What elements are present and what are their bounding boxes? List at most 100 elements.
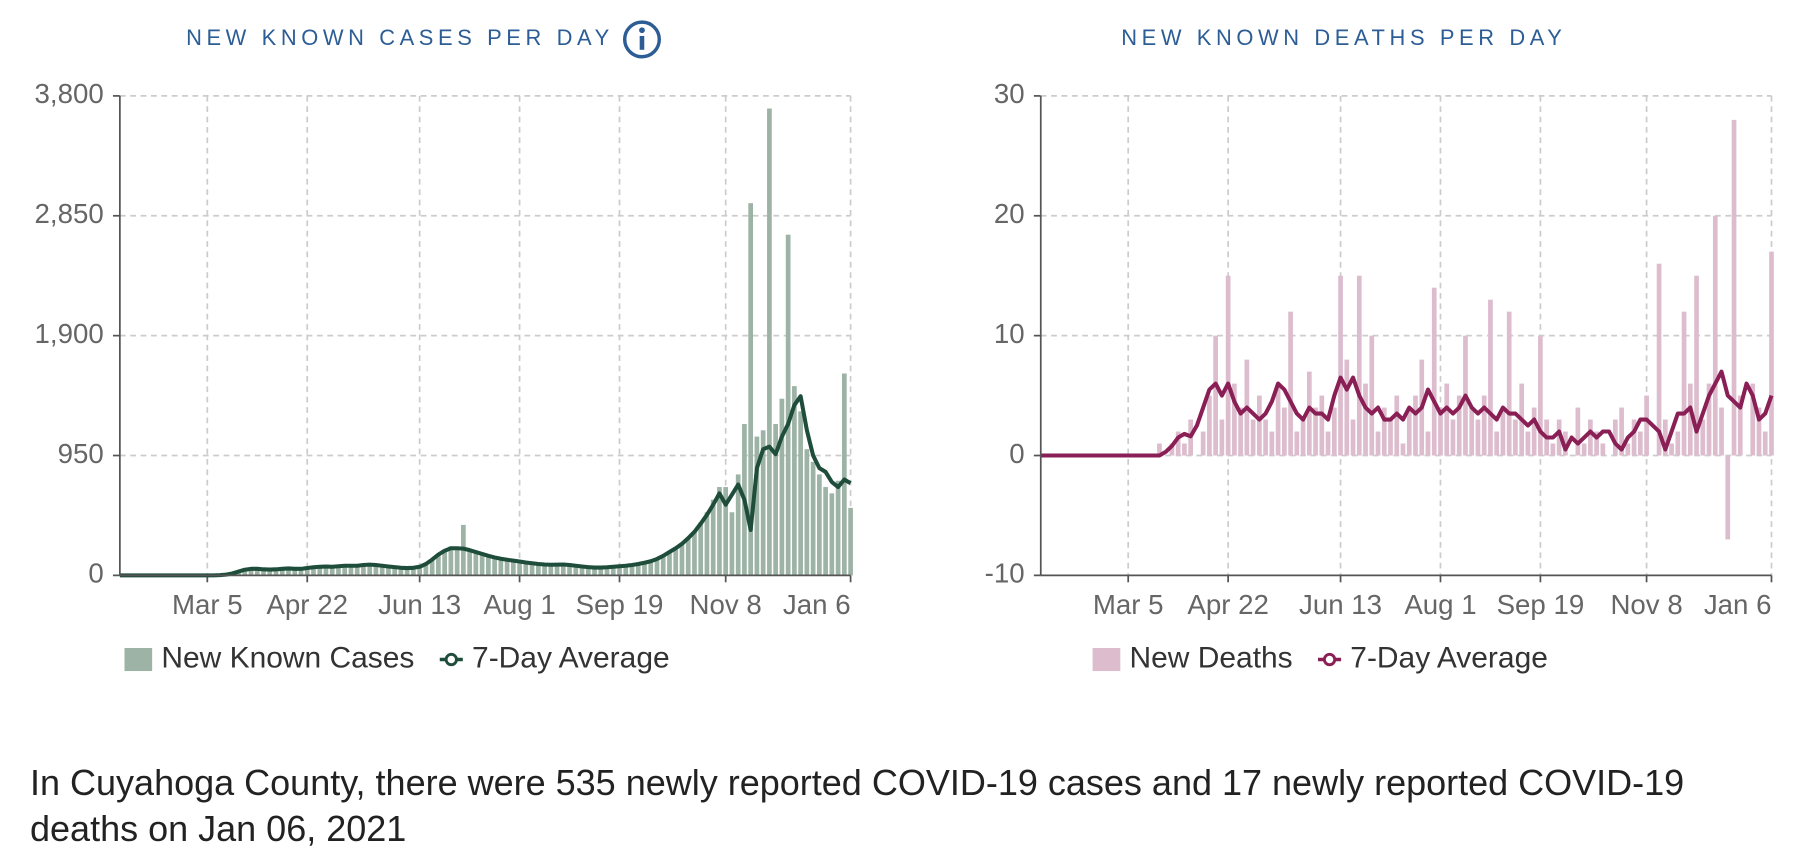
bar	[1263, 419, 1268, 456]
bar	[585, 567, 591, 576]
bar	[1425, 431, 1431, 456]
bar	[760, 430, 766, 576]
bar	[573, 565, 579, 576]
y-tick-label: 1,900	[35, 318, 104, 349]
bar	[554, 564, 560, 576]
bar	[411, 567, 416, 576]
bar	[1438, 407, 1443, 456]
bar	[386, 566, 391, 576]
y-tick-label: 950	[58, 438, 104, 469]
legend-label: New Known Cases	[161, 641, 414, 674]
info-icon[interactable]	[622, 20, 661, 59]
bar	[354, 566, 360, 576]
y-tick-label: 3,800	[35, 78, 104, 109]
bar	[542, 564, 547, 576]
bar	[1200, 431, 1206, 456]
bar	[279, 568, 285, 576]
bar	[1619, 407, 1624, 456]
bar	[448, 546, 454, 576]
bar	[704, 512, 710, 576]
x-tick-label: Nov 8	[1610, 589, 1682, 620]
x-tick-label: Sep 19	[576, 589, 664, 620]
bar	[1725, 455, 1731, 540]
bar	[1575, 407, 1581, 456]
bar	[398, 567, 404, 576]
bar	[486, 556, 491, 576]
bar	[654, 558, 660, 576]
summary-text: In Cuyahoga County, there were 535 newly…	[30, 762, 1685, 849]
bar	[835, 480, 841, 576]
x-tick-label: Jan 6	[1704, 589, 1772, 620]
bar	[417, 566, 422, 576]
bar	[317, 567, 323, 576]
bar	[1182, 443, 1187, 456]
bar	[810, 461, 816, 576]
x-tick-label: Apr 22	[1187, 589, 1268, 620]
bar	[729, 512, 735, 576]
bar	[1175, 431, 1181, 456]
bar	[804, 449, 810, 576]
bar	[635, 564, 641, 576]
bar	[1594, 431, 1599, 456]
bar	[1613, 419, 1618, 456]
bar	[1600, 443, 1606, 456]
bar	[617, 566, 622, 576]
bar	[373, 565, 379, 576]
bar	[1325, 431, 1331, 456]
bar	[492, 557, 497, 576]
bar	[504, 560, 510, 576]
x-tick-label: Mar 5	[1093, 589, 1164, 620]
bar	[1331, 407, 1337, 456]
bar	[1375, 431, 1381, 456]
bar	[1469, 407, 1475, 456]
bar	[1475, 419, 1481, 456]
bar	[1431, 287, 1437, 456]
bar	[1288, 311, 1293, 456]
bar	[423, 564, 429, 576]
bar	[829, 493, 835, 576]
bar	[1662, 419, 1668, 456]
y-tick-label: 30	[994, 78, 1025, 109]
bar	[429, 558, 435, 576]
bar	[1681, 311, 1687, 456]
bar	[698, 522, 704, 576]
bar	[660, 555, 666, 576]
x-tick-label: Aug 1	[483, 589, 555, 620]
bar	[1450, 419, 1456, 456]
bar	[1631, 419, 1637, 456]
bar	[735, 474, 741, 576]
bar	[454, 548, 460, 576]
bar	[510, 560, 516, 576]
bar	[1494, 431, 1500, 456]
bar	[598, 567, 604, 576]
bar	[1219, 419, 1225, 456]
chart-title: NEW KNOWN CASES PER DAY	[186, 25, 614, 50]
bar	[404, 568, 410, 576]
bar	[1706, 383, 1712, 456]
bar	[623, 565, 629, 576]
bar	[648, 561, 654, 576]
x-tick-label: Jun 13	[378, 589, 461, 620]
bar	[311, 566, 316, 576]
average-line	[119, 394, 852, 578]
bar	[1225, 275, 1231, 456]
y-tick-label: -10	[985, 558, 1025, 589]
bar	[1413, 395, 1418, 456]
bar	[273, 569, 279, 576]
bar	[1538, 335, 1543, 456]
x-tick-label: Sep 19	[1497, 589, 1585, 620]
bar	[1306, 371, 1312, 456]
bar	[717, 487, 722, 576]
bar	[842, 373, 847, 576]
bar	[1213, 335, 1218, 456]
bar	[1350, 419, 1356, 456]
bar	[1238, 407, 1243, 456]
bar	[267, 570, 273, 576]
bar	[692, 531, 697, 576]
bar	[1700, 419, 1706, 456]
bar	[1675, 431, 1681, 456]
bar	[710, 499, 716, 576]
bar	[1513, 419, 1518, 456]
bar	[361, 564, 366, 576]
bar	[1750, 383, 1756, 456]
